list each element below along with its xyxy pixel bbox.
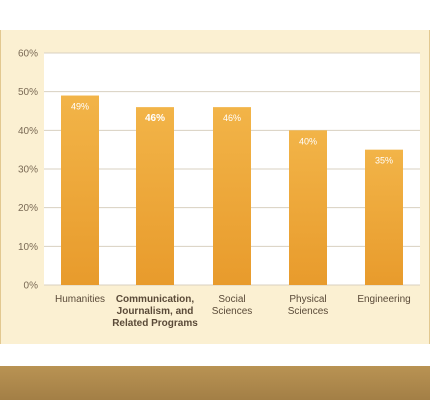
footer-band [0, 366, 430, 400]
x-category-label-line: Humanities [55, 294, 105, 305]
x-category-label-line: Related Programs [112, 318, 198, 329]
x-category-label-line: Sciences [288, 306, 329, 317]
x-category-label-line: Communication, [116, 294, 195, 305]
bar-value-label: 35% [375, 156, 393, 166]
x-category-label-line: Journalism, and [117, 306, 194, 317]
top-band [0, 0, 430, 30]
bar-value-label: 40% [299, 136, 317, 146]
x-category-label: Communication, Journalism, and Related Pro… [112, 294, 198, 329]
bar-value-label: 46% [145, 113, 165, 124]
y-tick-label: 60% [18, 49, 38, 60]
bar-value-label: 49% [71, 102, 89, 112]
y-tick-label: 50% [18, 87, 38, 98]
x-category-label: Social Sciences [212, 294, 253, 317]
bottom-band [0, 344, 430, 366]
frame-left-border [0, 30, 1, 344]
y-tick-label: 30% [18, 165, 38, 176]
y-axis-ticks: 0% 10% 20% 30% 40% 50% 60% [18, 49, 38, 292]
bar [289, 130, 327, 285]
bar [61, 95, 99, 286]
bar [213, 107, 251, 285]
x-axis-labels: Humanities Communication, Journalism, and R… [55, 294, 411, 329]
y-tick-label: 20% [18, 203, 38, 214]
x-category-label-line: Engineering [357, 294, 410, 305]
bar [365, 149, 403, 285]
x-category-label: Physical Sciences [288, 294, 329, 317]
y-tick-label: 40% [18, 126, 38, 137]
bars: 49% 46% 46% 40% 35% [61, 95, 403, 286]
x-category-label-line: Sciences [212, 306, 253, 317]
x-category-label: Engineering [357, 294, 410, 305]
y-tick-label: 10% [18, 242, 38, 253]
x-category-label: Humanities [55, 294, 105, 305]
bar-value-label: 46% [223, 113, 241, 123]
y-tick-label: 0% [24, 281, 39, 292]
x-category-label-line: Physical [289, 294, 326, 305]
x-category-label-line: Social [218, 294, 245, 305]
bar [136, 107, 174, 285]
